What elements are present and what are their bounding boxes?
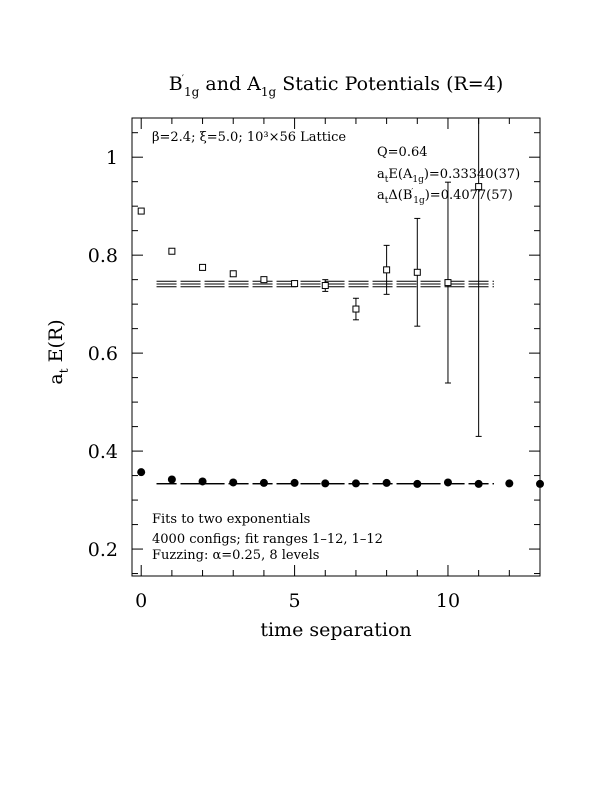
data-point-square	[291, 280, 299, 288]
data-point-circle	[198, 477, 207, 486]
ylabel-tail: E(R)	[45, 319, 67, 368]
data-point-circle	[382, 478, 391, 487]
data-point-circle	[229, 478, 238, 487]
fit-b1g-tail: )=0.4077(57)	[425, 188, 513, 203]
axis-ticks: 0 5 10 0.2 0.4 0.6 0.8 1	[88, 118, 541, 612]
y-tick-label: 0.2	[88, 539, 118, 561]
annotation-fit-a1g: atE(A1g)=0.33340(37)	[377, 167, 520, 185]
data-point-square	[229, 270, 237, 278]
annotation-note2: 4000 configs; fit ranges 1–12, 1–12	[152, 532, 383, 547]
data-point-circle	[413, 479, 422, 488]
fit-a1g-tail: )=0.33340(37)	[424, 167, 520, 182]
data-points	[137, 118, 544, 488]
data-point-square	[413, 268, 421, 276]
annotation-note3: Fuzzing: α=0.25, 8 levels	[152, 548, 319, 563]
annotation-fit-b1g: atΔ(B′1g)=0.4077(57)	[377, 187, 513, 206]
data-point-circle	[505, 479, 514, 488]
data-point-square	[168, 247, 176, 255]
x-tick-label: 10	[436, 590, 460, 612]
fit-b1g-prefix: a	[377, 188, 385, 203]
data-point-circle	[321, 479, 330, 488]
title-main: B	[169, 73, 183, 95]
chart-title: B′1g and A1g Static Potentials (R=4)	[169, 73, 503, 99]
data-point-square	[475, 183, 483, 191]
y-tick-label: 0.8	[88, 245, 118, 267]
fit-b1g-mid: Δ(B	[388, 188, 412, 203]
y-tick-label: 0.4	[88, 441, 118, 463]
data-point-circle	[290, 478, 299, 487]
title-mid: and A	[199, 73, 261, 95]
title-tail: Static Potentials (R=4)	[276, 73, 503, 95]
annotation-note1: Fits to two exponentials	[152, 512, 310, 527]
fit-a1g-sub: t	[385, 175, 389, 185]
plot-frame	[131, 117, 541, 577]
data-point-circle	[167, 475, 176, 484]
data-point-square	[444, 279, 452, 287]
y-axis-label: at E(R)	[45, 319, 71, 384]
y-tick-label: 0.6	[88, 343, 118, 365]
annotation-q: Q=0.64	[377, 145, 428, 160]
y-tick-label: 1	[106, 147, 118, 169]
data-point-circle	[474, 479, 483, 488]
annotation-lattice: β=2.4; ξ=5.0; 10³×56 Lattice	[152, 130, 346, 145]
fit-b1g-sub: t	[385, 196, 389, 206]
ylabel-sub: t	[57, 368, 71, 373]
data-point-square	[137, 207, 145, 215]
data-point-circle	[259, 478, 268, 487]
ylabel-main: a	[45, 373, 67, 384]
title-sub2: 1g	[261, 85, 277, 99]
data-point-square	[199, 263, 207, 271]
fit-bands	[156, 280, 494, 485]
data-point-circle	[351, 479, 360, 488]
fit-a1g-sub2: 1g	[412, 175, 424, 185]
fit-b1g-sub2: 1g	[413, 196, 425, 206]
data-point-circle	[443, 478, 452, 487]
x-axis-label: time separation	[260, 619, 411, 641]
fit-a1g-prefix: a	[377, 167, 385, 182]
data-point-circle	[536, 479, 544, 488]
data-point-circle	[137, 468, 146, 477]
data-point-square	[352, 305, 360, 313]
data-point-square	[321, 282, 329, 290]
data-point-square	[383, 266, 391, 274]
x-tick-label: 0	[135, 590, 147, 612]
x-tick-label: 5	[289, 590, 301, 612]
data-point-square	[260, 276, 268, 284]
fit-a1g-mid: E(A	[388, 167, 413, 182]
title-sub1: 1g	[184, 85, 200, 99]
